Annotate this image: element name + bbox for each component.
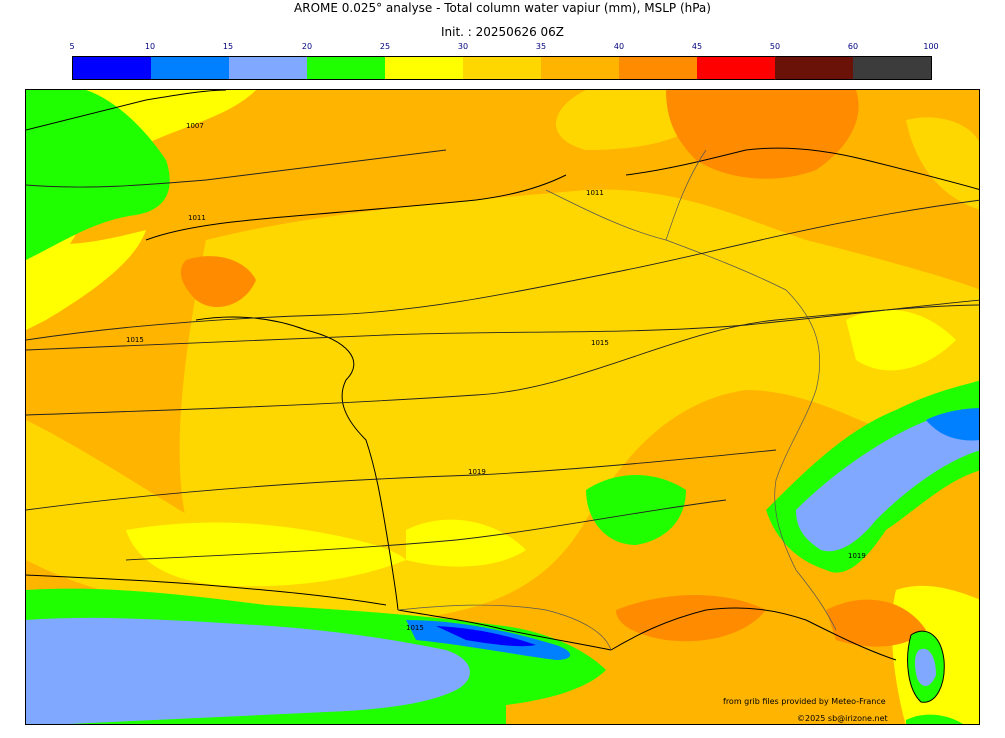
field-30-35	[179, 189, 979, 623]
field-15-20-spain	[26, 617, 470, 724]
field-30-35-ne	[906, 117, 979, 210]
colorbar-segment-30-35	[463, 57, 541, 79]
colorbar-tick: 25	[379, 42, 391, 51]
map-canvas: 1007 1011 1011 1015 1015 1015 1019 1019	[26, 90, 979, 724]
field-25-30-bay	[126, 522, 406, 587]
field-25-30-east	[846, 309, 956, 371]
map-title: AROME 0.025° analyse - Total column wate…	[294, 1, 711, 15]
colorbar-segment-10-15	[151, 57, 229, 79]
colorbar-tick: 100	[923, 42, 939, 51]
field-25-30-wedge	[26, 230, 146, 330]
copyright-credit: ©2025 sb@irizone.net	[797, 714, 888, 723]
weather-map: 1007 1011 1011 1015 1015 1015 1019 1019	[25, 89, 980, 725]
field-20-25-central	[586, 475, 686, 545]
coastlines	[26, 90, 979, 703]
field-20-25-sardinia	[906, 714, 963, 724]
colorbar-tick: 50	[769, 42, 781, 51]
isobar-label: 1015	[591, 339, 609, 347]
colorbar-segment-35-40	[541, 57, 619, 79]
colorbar-tick: 30	[457, 42, 469, 51]
colorbar-segment-20-25	[307, 57, 385, 79]
field-5-10-pyrenees	[436, 626, 536, 647]
colorbar-segment-15-20	[229, 57, 307, 79]
field-15-20-alps	[796, 410, 979, 552]
field-10-15-alps	[926, 408, 979, 441]
colorbar-segment-50-60	[775, 57, 853, 79]
colorbar-segment-60-100	[853, 57, 931, 79]
colorbar-segment-40-45	[619, 57, 697, 79]
colorbar-tick: 10	[144, 42, 156, 51]
country-borders	[397, 149, 837, 651]
colorbar-tick: 60	[847, 42, 859, 51]
colorbar-tick: 15	[222, 42, 234, 51]
isobar-label: 1019	[468, 468, 486, 476]
isobar-label: 1015	[406, 624, 424, 632]
colorbar-tick: 40	[613, 42, 625, 51]
field-20-25-atlantic	[26, 90, 170, 260]
isobar-label: 1011	[586, 189, 604, 197]
field-25-30-sw	[406, 519, 526, 567]
field-30-35-west	[26, 420, 326, 608]
colorbar	[72, 56, 932, 80]
isobar-label: 1011	[188, 214, 206, 222]
colorbar-segment-45-50	[697, 57, 775, 79]
colorbar-tick: 35	[535, 42, 547, 51]
isobar-label: 1007	[186, 122, 204, 130]
isobar-label: 1019	[848, 552, 866, 560]
field-40-45-south	[616, 595, 766, 642]
field-15-20-corsica	[914, 648, 936, 686]
data-source-credit: from grib files provided by Meteo-France	[723, 697, 886, 706]
field-40-45-brittany	[180, 256, 256, 308]
colorbar-segment-25-30	[385, 57, 463, 79]
isobar-label: 1015	[126, 336, 144, 344]
field-40-45-benelux	[666, 90, 859, 179]
isobars	[26, 149, 979, 561]
colorbar-tick: 5	[69, 42, 75, 51]
init-time: Init. : 20250626 06Z	[440, 25, 565, 39]
colorbar-segment-5-10	[73, 57, 151, 79]
colorbar-tick: 20	[301, 42, 313, 51]
isobar-labels: 1007 1011 1011 1015 1015 1015 1019 1019	[126, 122, 866, 632]
colorbar-tick: 45	[691, 42, 703, 51]
field-40-45-italy	[826, 599, 926, 647]
